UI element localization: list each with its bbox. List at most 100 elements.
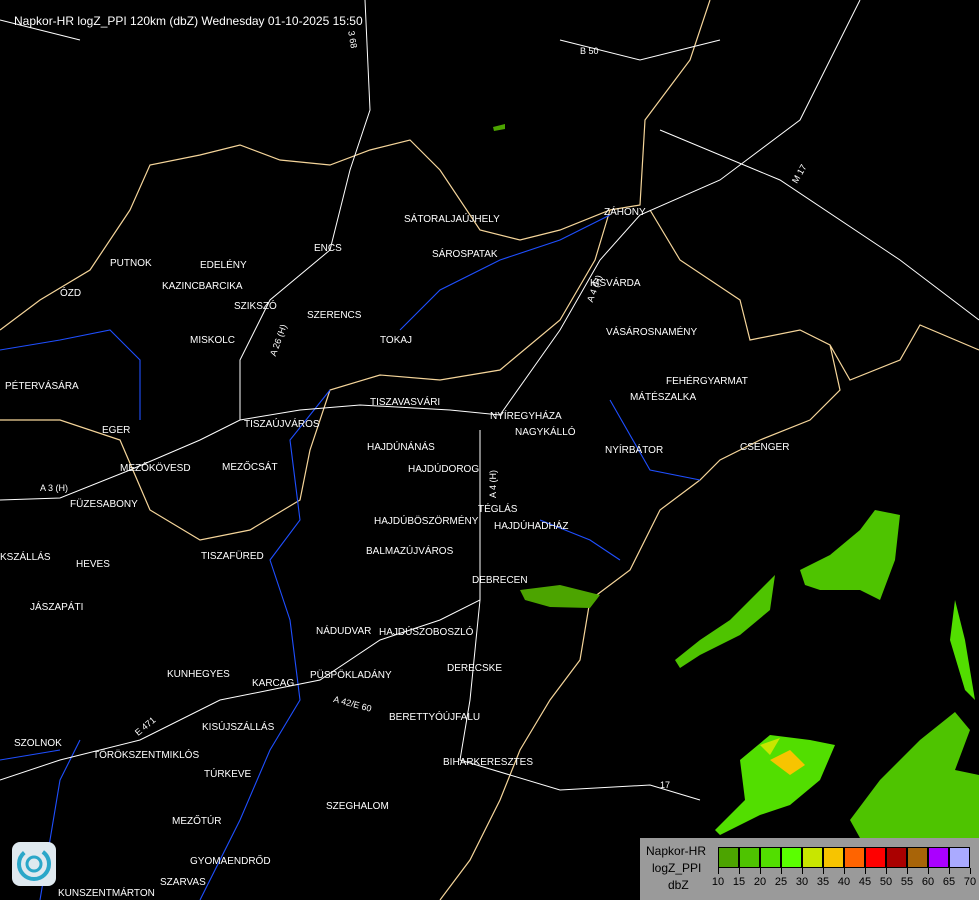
- legend-tick-label: 10: [711, 876, 725, 888]
- legend-swatch: [886, 847, 907, 868]
- city-label: DEBRECEN: [472, 575, 528, 586]
- echo: [675, 575, 775, 668]
- map-title: Napkor-HR logZ_PPI 120km (dbZ) Wednesday…: [14, 14, 363, 28]
- echo: [520, 585, 600, 608]
- legend-tick-mark: [865, 868, 866, 874]
- city-label: MEZŐKÖVESD: [120, 463, 191, 474]
- road-label: 17: [660, 780, 671, 790]
- legend-tick-label: 60: [921, 876, 935, 888]
- city-label: NAGYKÁLLÓ: [515, 427, 576, 438]
- echo: [770, 750, 805, 775]
- city-label: SÁTORALJAÚJHELY: [404, 214, 500, 225]
- city-label: PÜSPÖKLADÁNY: [310, 670, 392, 681]
- legend-tick-mark: [718, 868, 719, 874]
- legend-tick-mark: [823, 868, 824, 874]
- city-label: NYÍREGYHÁZA: [490, 411, 562, 422]
- road-label: A 4 (H): [488, 469, 498, 498]
- city-label: EGER: [102, 425, 131, 436]
- legend-tick-mark: [886, 868, 887, 874]
- city-label: HEVES: [76, 559, 110, 570]
- legend-swatch: [802, 847, 823, 868]
- city-label: GYOMAENDRŐD: [190, 856, 271, 867]
- city-label: TOKAJ: [380, 335, 413, 346]
- city-label: HAJDÚDOROG: [408, 464, 480, 475]
- legend-swatch: [781, 847, 802, 868]
- city-label: FEHÉRGYARMAT: [666, 376, 748, 387]
- city-label: SZIKSZÓ: [234, 301, 277, 312]
- city-label: TISZAFÜRED: [201, 551, 264, 562]
- legend-tick-label: 45: [858, 876, 872, 888]
- city-label: TÚRKEVE: [204, 769, 252, 780]
- city-label: BIHARKERESZTES: [443, 757, 534, 768]
- legend-tick-mark: [844, 868, 845, 874]
- city-label: DERECSKE: [447, 663, 503, 674]
- city-label: BERETTYÓÚJFALU: [389, 712, 481, 723]
- legend-title-1: Napkor-HR: [646, 844, 707, 858]
- city-label: TISZAVASVÁRI: [370, 397, 441, 408]
- echo: [760, 738, 780, 755]
- legend-swatch: [949, 847, 970, 868]
- city-label: KUNHEGYES: [167, 669, 230, 680]
- city-label: KAZINCBARCIKA: [162, 281, 243, 292]
- legend-swatch: [739, 847, 760, 868]
- legend-tick-label: 15: [732, 876, 746, 888]
- legend-tick-label: 70: [963, 876, 977, 888]
- city-label: TÖRÖKSZENTMIKLÓS: [93, 750, 200, 761]
- city-label: FÜZESABONY: [70, 499, 138, 510]
- legend-swatch: [823, 847, 844, 868]
- city-label: SZARVAS: [160, 877, 206, 888]
- city-label: MÁTÉSZALKA: [630, 392, 697, 403]
- legend-title-2: logZ_PPI: [652, 861, 702, 875]
- legend-tick-mark: [739, 868, 740, 874]
- echo: [850, 712, 979, 840]
- legend-tick-label: 35: [816, 876, 830, 888]
- road: [0, 0, 979, 801]
- legend-tick-mark: [949, 868, 950, 874]
- color-legend: Napkor-HR logZ_PPI dbZ 10 15 20 25 30 35 40 45 5…: [640, 838, 979, 900]
- legend-swatch: [928, 847, 949, 868]
- city-label: PÉTERVÁSÁRA: [5, 381, 79, 392]
- city-label: ÓZD: [60, 288, 82, 299]
- city-label: KISVÁRDA: [590, 278, 641, 289]
- legend-tick-mark: [781, 868, 782, 874]
- legend-tick-mark: [928, 868, 929, 874]
- city-label: MISKOLC: [190, 335, 236, 346]
- legend-tick-label: 50: [879, 876, 893, 888]
- legend-tick-mark: [802, 868, 803, 874]
- echo: [493, 124, 505, 131]
- legend-tick-mark: [970, 868, 971, 874]
- city-label: CSENGER: [740, 442, 790, 453]
- legend-tick-label: 20: [753, 876, 767, 888]
- city-label: NÁDUDVAR: [316, 626, 372, 637]
- legend-tick-label: 30: [795, 876, 809, 888]
- legend-swatch: [760, 847, 781, 868]
- city-label: VÁSÁROSNAMÉNY: [606, 327, 698, 338]
- legend-tick-label: 25: [774, 876, 788, 888]
- legend-swatch: [865, 847, 886, 868]
- city-label: HAJDÚNÁNÁS: [367, 442, 435, 453]
- city-label: TISZAÚJVÁROS: [244, 419, 320, 430]
- city-label: KSZÁLLÁS: [0, 552, 51, 563]
- legend-tick-label: 40: [837, 876, 851, 888]
- city-label: ZÁHONY: [604, 207, 646, 218]
- river: [0, 214, 701, 900]
- road-label: A 3 (H): [40, 483, 69, 493]
- city-label: KISÚJSZÁLLÁS: [202, 722, 275, 733]
- legend-tick-label: 55: [900, 876, 914, 888]
- city-label: SZEGHALOM: [326, 801, 389, 812]
- road-label: B 50: [580, 46, 599, 56]
- city-label: EDELÉNY: [200, 260, 247, 271]
- city-label: NYÍRBÁTOR: [605, 445, 664, 456]
- radar-echoes: [493, 124, 979, 840]
- echo: [950, 600, 975, 700]
- echo: [715, 735, 835, 835]
- city-label: HAJDÚSZOBOSZLÓ: [379, 627, 474, 638]
- city-label: HAJDÚHADHÁZ: [494, 521, 569, 532]
- city-label: TÉGLÁS: [478, 504, 518, 515]
- echo: [800, 510, 900, 600]
- city-label: MEZŐCSÁT: [222, 462, 278, 473]
- legend-tick-mark: [760, 868, 761, 874]
